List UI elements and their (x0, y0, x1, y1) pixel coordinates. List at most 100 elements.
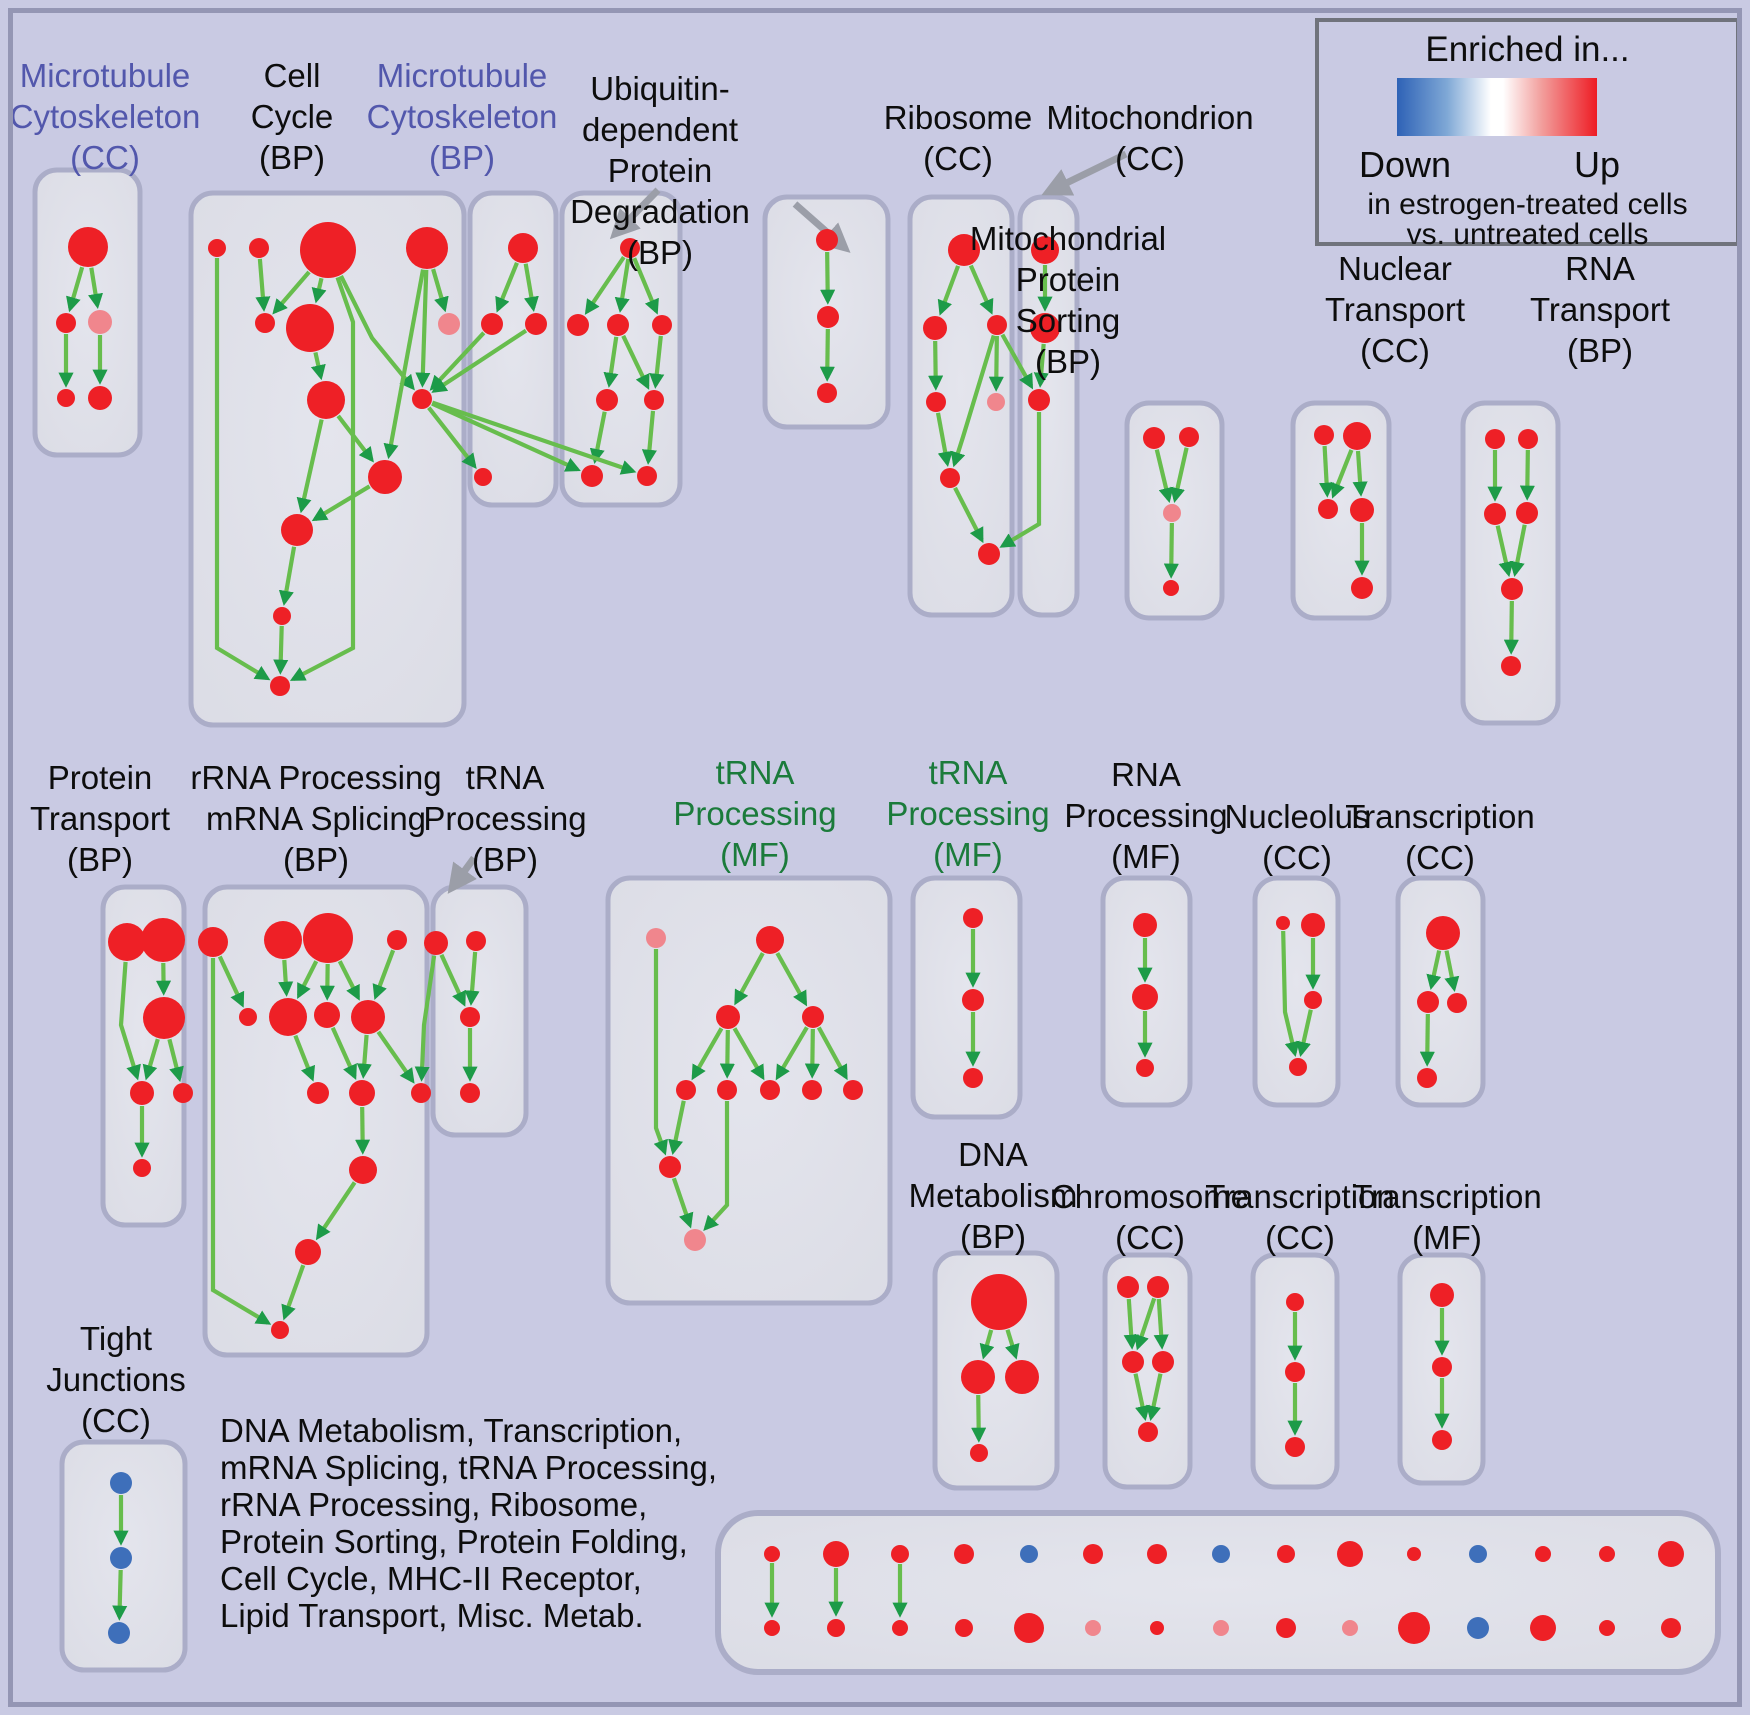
edge-arrow (1033, 343, 1049, 388)
label-cell-cycle-bp-line: Cycle (250, 98, 334, 135)
label-tight-junctions-cc-line: (CC) (81, 1402, 151, 1439)
edge-arrow (167, 1038, 184, 1083)
trna-processing-mf-2-node-1 (962, 989, 984, 1011)
transcription-cc-1-node-0 (1426, 916, 1460, 950)
edge-arrow (732, 1027, 765, 1081)
rrna-processing-mrna-splicing-bp-node-2 (303, 913, 353, 963)
misc-categories-note: DNA Metabolism, Transcription, mRNA Splic… (220, 1412, 717, 1634)
grid-node-bottom-9 (1342, 1620, 1358, 1636)
nuclear-transport-cc-node-1 (1343, 422, 1371, 450)
rrna-processing-mrna-splicing-bp-node-9 (349, 1080, 375, 1106)
transcription-cc-1-node-3 (1417, 1068, 1437, 1088)
label-tight-junctions-cc: Tight Junctions (CC) (46, 1318, 185, 1441)
edge-arrow (311, 277, 327, 304)
label-mitochondrial-protein-sorting-bp-line: Sorting (1015, 302, 1121, 339)
edge-arrow (603, 336, 619, 388)
note-line: mRNA Splicing, tRNA Processing, (220, 1449, 718, 1486)
microtubule-cytoskeleton-bp-node-0 (508, 233, 538, 263)
edge-arrow (703, 1101, 730, 1231)
edge-arrow (415, 269, 431, 388)
edge-arrow (464, 951, 480, 1006)
label-trna-processing-bp: tRNA Processing (BP) (423, 757, 586, 880)
edge-arrow (1352, 450, 1368, 497)
label-protein-transport-bp-line: Transport (30, 800, 170, 837)
label-transcription-cc-2: Transcription (CC) (1205, 1176, 1395, 1258)
label-microtubule-cytoskeleton-bp: Microtubule Cytoskeleton (BP) (367, 55, 558, 178)
protein-transport-bp-node-4 (173, 1083, 193, 1103)
microtubule-cytoskeleton-cc-box (32, 167, 143, 458)
edge-arrow (356, 1034, 372, 1079)
edge-arrow (118, 961, 141, 1081)
protein-transport-bp-node-1 (141, 918, 185, 962)
edge-arrow (1000, 333, 1034, 390)
edge-arrow (691, 1027, 724, 1081)
label-rna-processing-mf: RNA Processing (MF) (1064, 754, 1227, 877)
note-line: DNA Metabolism, Transcription, (220, 1412, 683, 1449)
microtubule-cytoskeleton-cc-node-4 (88, 386, 112, 410)
label-dna-metabolism-bp-line: DNA (958, 1136, 1028, 1173)
label-trna-processing-mf-2-line: Processing (886, 795, 1050, 832)
edge-arrow (937, 265, 961, 316)
protein-transport-bp-node-5 (133, 1159, 151, 1177)
transcription-mf-node-0 (1430, 1283, 1454, 1307)
grid-node-bottom-13 (1599, 1620, 1615, 1636)
rrna-processing-mrna-splicing-bp-node-3 (387, 930, 407, 950)
edge-arrow (653, 949, 668, 1156)
trna-processing-mf-1-node-7 (802, 1080, 822, 1100)
trna-processing-mf-1-node-2 (716, 1005, 740, 1029)
dna-metabolism-bp-box (932, 1250, 1060, 1491)
grid-node-top-3 (954, 1544, 974, 1564)
label-rna-processing-mf-line: RNA (1111, 756, 1181, 793)
edge-arrow (668, 1100, 686, 1156)
edge-arrow (775, 952, 808, 1007)
label-mitochondrial-protein-sorting-bp: Mitochondrial Protein Sorting (BP) (970, 218, 1166, 382)
edge-arrow (278, 959, 294, 997)
edge-arrow (1163, 522, 1179, 579)
ribosome-cc-node-5 (940, 468, 960, 488)
nucleolus-cc-node-3 (1289, 1058, 1307, 1076)
label-mitochondrion-cc-line: Mitochondrion (1046, 99, 1254, 136)
label-mitochondrion-cc: Mitochondrion (CC) (1046, 97, 1253, 179)
edge-arrow (614, 258, 631, 313)
chromosome-cc-node-2 (1122, 1351, 1144, 1373)
edge-arrow (427, 406, 477, 469)
cell-cycle-bp-node-2 (300, 222, 356, 278)
label-dna-metabolism-bp-line: Metabolism (908, 1177, 1078, 1214)
label-nuclear-transport-cc-line: Transport (1325, 291, 1465, 328)
legend-gradient-bar (1397, 78, 1597, 136)
edge-arrow (431, 328, 528, 393)
grid-node-top-1 (823, 1541, 849, 1567)
cell-cycle-bp-node-7 (307, 381, 345, 419)
edge-arrow (928, 340, 944, 391)
trna-processing-mf-1-node-5 (717, 1080, 737, 1100)
label-nucleolus-cc-line: Nucleolus (1224, 798, 1370, 835)
legend-subtitle-line1: in estrogen-treated cells (1367, 188, 1688, 221)
label-nucleolus-cc: Nucleolus (CC) (1225, 796, 1370, 878)
edge-arrow (671, 1177, 694, 1229)
rrna-processing-mrna-splicing-bp-node-11 (295, 1239, 321, 1265)
edge-arrow (979, 1329, 995, 1360)
grid-node-bottom-7 (1213, 1620, 1229, 1636)
label-microtubule-cytoskeleton-cc-line: Cytoskeleton (9, 98, 201, 135)
mitochondrial-protein-sorting-bp-node-2 (1163, 504, 1181, 522)
ribosome-cc-node-2 (987, 315, 1007, 335)
label-trna-processing-mf-2-line: tRNA (928, 754, 1008, 791)
rrna-processing-mrna-splicing-bp-node-1 (264, 921, 302, 959)
cell-cycle-bp-node-4 (255, 313, 275, 333)
mitochondrion-cc-box (1017, 194, 1080, 618)
edge-arrow (273, 625, 289, 675)
cell-cycle-bp-node-10 (281, 514, 313, 546)
trna-processing-mf-1-node-1 (756, 926, 784, 954)
grid-node-top-5 (1083, 1544, 1103, 1564)
label-cell-cycle-bp-line: Cell (263, 57, 321, 94)
transcription-cc-2-node-0 (1286, 1293, 1304, 1311)
edge-arrow (414, 955, 437, 1082)
edge-arrow (621, 334, 650, 390)
edge-arrow (310, 351, 326, 381)
label-trna-processing-mf-1: tRNA Processing (MF) (673, 752, 836, 875)
label-transcription-mf-line: Transcription (1352, 1178, 1542, 1215)
trna-processing-mf-1-node-10 (684, 1229, 706, 1251)
edge-arrow (1154, 449, 1174, 504)
label-mitochondrial-protein-sorting-bp-line: (BP) (1034, 343, 1101, 380)
